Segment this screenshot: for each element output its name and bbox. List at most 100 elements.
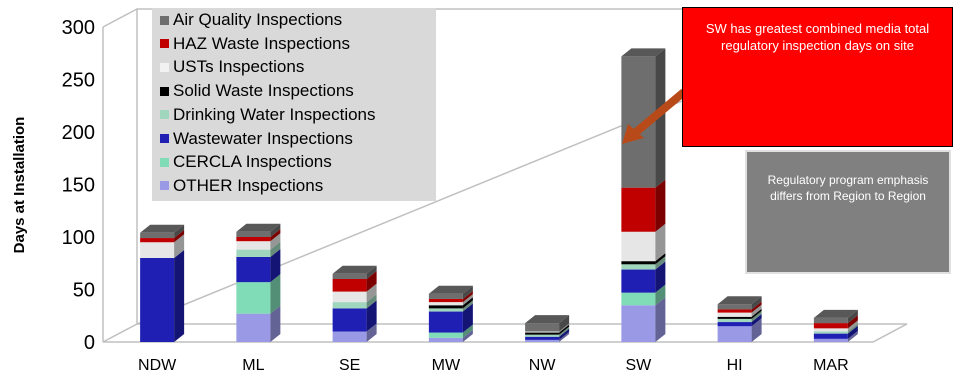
- legend-item: OTHER Inspections: [160, 175, 323, 197]
- bar-segment-front: [621, 231, 656, 262]
- bar-stack-ml: [236, 223, 281, 342]
- bar-segment-front: [717, 318, 752, 323]
- x-axis-categories: NDW ML SE MW NW SW HI MAR: [138, 357, 849, 374]
- bar-segment-front: [525, 339, 560, 342]
- bar-segment-front: [621, 305, 656, 342]
- bar-segment-front: [332, 273, 367, 279]
- bar-top-cap: [525, 315, 570, 324]
- bar-segment-side: [174, 234, 185, 258]
- bar-segment-front: [717, 326, 752, 342]
- bar-segment-side: [751, 304, 762, 317]
- chart-walls: [102, 8, 908, 342]
- callout-arrow: [622, 88, 687, 144]
- bar-segment-side: [270, 229, 281, 242]
- legend-item: Wastewater Inspections: [160, 128, 353, 150]
- bar-segment-side: [847, 323, 858, 334]
- bar-top-cap: [428, 285, 473, 294]
- bar-segment-side: [270, 223, 281, 237]
- bar-segment-side: [847, 315, 858, 329]
- bar-stack-hi: [717, 296, 762, 342]
- gray-callout-text: Regulatory program emphasis differs from…: [767, 173, 929, 203]
- bar-segment-front: [332, 308, 367, 332]
- bar-segment-front: [236, 256, 271, 283]
- bar-segment-side: [270, 241, 281, 257]
- bar-segment-side: [751, 310, 762, 323]
- bar-segment-side: [174, 250, 185, 342]
- bar-stack-ndw: [140, 224, 185, 342]
- legend-label: USTs Inspections: [173, 57, 305, 77]
- arrow-shaft: [632, 88, 687, 137]
- bar-segment-front: [428, 302, 463, 306]
- y-axis-label: Days at Installation: [11, 117, 28, 254]
- bar-segment-side: [559, 324, 570, 335]
- bar-segment-front: [717, 304, 752, 310]
- bar-segment-side: [655, 253, 666, 265]
- bar-segment-front: [621, 269, 656, 293]
- x-category-label: MAR: [813, 357, 849, 374]
- bar-top-cap: [236, 223, 281, 232]
- bar-segment-front: [525, 336, 560, 340]
- legend-swatch: [160, 110, 169, 120]
- y-tick-label: 50: [73, 280, 95, 302]
- bar-segment-front: [525, 331, 560, 333]
- bar-segment-side: [655, 223, 666, 262]
- legend-swatch: [160, 39, 169, 49]
- legend-swatch: [160, 157, 169, 167]
- legend-label: Wastewater Inspections: [173, 128, 353, 148]
- bar-segment-side: [655, 284, 666, 306]
- bar-segment-front: [621, 292, 656, 306]
- legend-label: Solid Waste Inspections: [173, 81, 354, 101]
- bar-segment-front: [236, 313, 271, 342]
- legend-item: USTs Inspections: [160, 56, 304, 78]
- x-category-label: HI: [727, 357, 743, 374]
- x-category-label: ML: [242, 357, 264, 374]
- bar-segment-front: [428, 308, 463, 312]
- legend-swatch: [160, 134, 169, 143]
- bar-segment-front: [428, 311, 463, 333]
- bar-segment-front: [813, 333, 848, 339]
- bar-segment-side: [655, 179, 666, 232]
- bar-segment-front: [525, 334, 560, 337]
- bar-segment-side: [462, 285, 473, 299]
- bar-segment-front: [717, 316, 752, 319]
- bar-segment-side: [366, 283, 377, 303]
- bar-segment-side: [751, 314, 762, 327]
- y-tick-label: 150: [62, 175, 95, 197]
- bar-top-cap: [813, 309, 858, 318]
- side-wall-top-edge: [102, 8, 138, 28]
- bar-segment-side: [270, 305, 281, 342]
- bar-stack-se: [332, 265, 377, 342]
- bar-segment-side: [559, 323, 570, 333]
- bar-segment-side: [462, 294, 473, 306]
- bar-segment-front: [332, 279, 367, 292]
- bar-segment-side: [655, 48, 666, 188]
- bar-top-cap: [332, 265, 377, 274]
- bar-segment-side: [366, 271, 377, 292]
- bar-segment-front: [236, 282, 271, 314]
- bar-segment-side: [655, 297, 666, 342]
- y-tick-label: 200: [62, 122, 95, 144]
- legend-item: Air Quality Inspections: [160, 9, 342, 31]
- y-tick-label: 100: [62, 227, 95, 249]
- bar-segment-side: [462, 297, 473, 309]
- bar-segment-side: [655, 261, 666, 293]
- bar-stack-mar: [813, 309, 858, 342]
- bar-segment-side: [751, 308, 762, 319]
- bar-segment-front: [428, 298, 463, 303]
- gray-callout-box: Regulatory program emphasis differs from…: [745, 150, 951, 274]
- bar-segment-front: [236, 241, 271, 250]
- bar-segment-side: [559, 328, 570, 340]
- floor-plane: [102, 323, 908, 343]
- bar-segment-front: [428, 332, 463, 338]
- bar-segment-front: [813, 331, 848, 334]
- bar-segment-side: [270, 274, 281, 314]
- legend-label: OTHER Inspections: [173, 175, 324, 195]
- bar-segment-side: [751, 296, 762, 310]
- bar-segment-side: [847, 330, 858, 342]
- bar-segment-front: [236, 249, 271, 257]
- bar-stack-nw: [525, 315, 570, 342]
- bar-segment-side: [174, 230, 185, 243]
- legend-swatch: [160, 62, 169, 72]
- y-axis-ticks: 0 50 100 150 200 250 300: [62, 17, 95, 354]
- x-category-label: SE: [339, 357, 360, 374]
